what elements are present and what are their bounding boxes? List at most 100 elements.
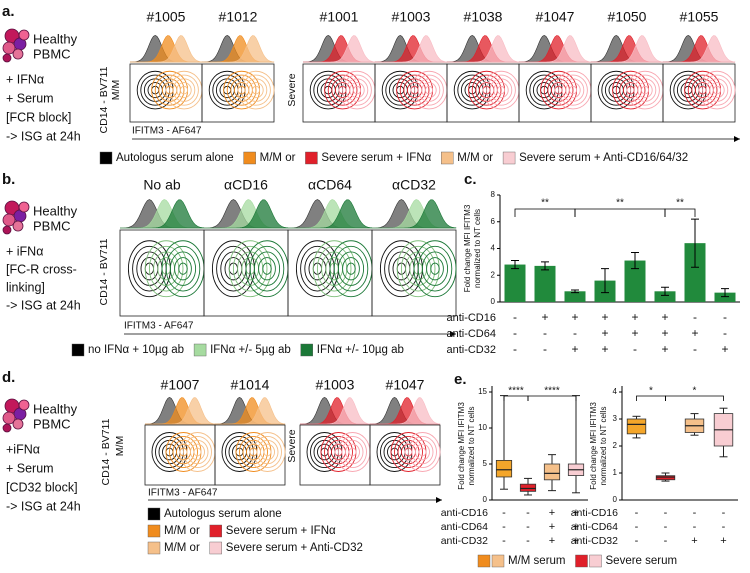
histogram: [663, 35, 736, 63]
condition-label: No ab: [143, 177, 181, 193]
contour: [712, 85, 722, 95]
row-sign: -: [573, 326, 577, 340]
y-tick-label: 2: [491, 270, 496, 279]
cell: [2, 423, 12, 433]
sample-label: #1001: [320, 9, 359, 25]
row-label: anti-CD64: [446, 328, 496, 340]
row-sign: -: [664, 521, 668, 533]
row-sign: -: [502, 535, 506, 547]
legend-label: Severe serum + IFNα: [321, 152, 431, 164]
contour: [154, 74, 185, 106]
treatment-step: -> ISG at 24h: [6, 298, 81, 312]
row-label: anti-CD32: [571, 535, 618, 547]
contour: [615, 74, 646, 106]
row-sign: -: [526, 535, 530, 547]
legend-label: Severe serum + Anti-CD16/64/32: [519, 152, 688, 164]
significance-bracket: [527, 395, 577, 401]
contour: [333, 245, 369, 292]
contour: [226, 74, 257, 106]
sample-label: #1014: [231, 377, 270, 393]
treatment-step: + iFNα: [6, 244, 43, 258]
significance-label: ****: [508, 386, 524, 397]
significance-label: *: [693, 386, 697, 397]
contour: [568, 85, 578, 95]
histogram: [303, 35, 376, 63]
row-sign: -: [526, 507, 530, 519]
contour: [345, 78, 369, 102]
significance-bracket: [636, 395, 666, 401]
row-sign: -: [693, 310, 697, 324]
y-axis-label: CD14 - BV711: [98, 238, 110, 305]
contour: [260, 443, 275, 461]
row-sign: +: [541, 310, 548, 324]
y-axis-label: CD14 - BV711: [98, 66, 110, 133]
legend-label: no IFNα + 10µg ab: [88, 344, 184, 356]
row-sign: -: [543, 342, 547, 356]
histogram: [145, 397, 216, 425]
contour: [190, 443, 205, 461]
histogram: [300, 397, 371, 425]
cells-label: Healthy: [33, 31, 78, 46]
histogram: [120, 199, 205, 229]
contour: [253, 251, 281, 286]
cell: [12, 220, 24, 232]
significance-bracket: [664, 208, 696, 217]
bar: [504, 264, 526, 302]
condition-label: αCD16: [224, 177, 268, 193]
contour: [486, 74, 516, 106]
contour: [543, 74, 574, 106]
contour: [352, 85, 362, 95]
y-axis-label: Fold change MFI IFITM3: [457, 402, 466, 490]
cell: [2, 225, 12, 235]
y-axis-label: normalized to NT cells: [473, 209, 482, 288]
y-tick-label: 4: [613, 387, 618, 396]
legend-swatch: [147, 524, 161, 538]
panel-letter: c.: [464, 171, 477, 188]
contour: [687, 74, 718, 106]
contour: [178, 262, 188, 275]
legend-label: Severe serum + Anti-CD32: [226, 542, 363, 554]
y-tick-label: 15: [478, 387, 487, 396]
contour: [404, 432, 441, 472]
row-label: anti-CD32: [441, 535, 488, 547]
y-tick-label: 0: [483, 495, 488, 504]
legend-swatch: [99, 151, 113, 165]
row-label: anti-CD16: [446, 312, 496, 324]
y-axis-label: Fold change MFI IFITM3: [463, 204, 472, 292]
row-sign: +: [573, 535, 579, 547]
row-sign: -: [723, 326, 727, 340]
row-sign: +: [601, 310, 608, 324]
row-sign: -: [635, 535, 639, 547]
contour: [630, 74, 660, 106]
significance-bracket: [574, 208, 666, 217]
x-axis-label: IFITM3 - AF647: [148, 488, 218, 499]
legend-label: Severe serum + IFNα: [226, 525, 336, 537]
group-label: Severe: [286, 73, 298, 106]
y-axis-label: normalized to NT cells: [467, 407, 476, 486]
x-axis-label: IFITM3 - AF647: [132, 126, 202, 137]
row-sign: +: [691, 535, 697, 547]
row-sign: -: [633, 342, 637, 356]
contour: [394, 435, 423, 469]
contour: [172, 78, 196, 102]
contour: [193, 447, 202, 457]
legend-label: M/M or: [457, 152, 493, 164]
legend-swatch: [300, 343, 313, 357]
row-sign: -: [502, 507, 506, 519]
cell: [18, 29, 30, 41]
histogram: [591, 35, 664, 63]
sample-label: #1012: [219, 9, 258, 25]
contour: [244, 78, 268, 102]
contour: [424, 85, 434, 95]
row-sign: -: [502, 521, 506, 533]
contour: [337, 251, 365, 286]
y-tick-label: 1: [613, 468, 618, 477]
legend-label: IFNα +/- 10µg ab: [317, 344, 404, 356]
legend-swatch: [147, 507, 161, 521]
row-sign: -: [635, 521, 639, 533]
contour: [414, 74, 444, 106]
contour: [239, 435, 268, 469]
row-sign: +: [601, 326, 608, 340]
bar: [564, 291, 586, 302]
cell: [2, 41, 16, 55]
